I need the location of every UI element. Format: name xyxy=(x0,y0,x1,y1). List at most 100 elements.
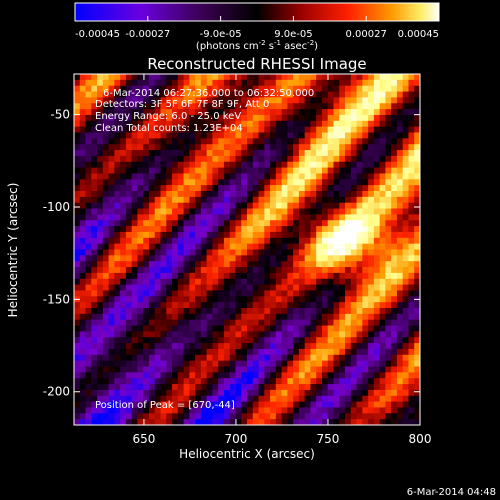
heatmap-cell xyxy=(143,302,150,309)
heatmap-cell xyxy=(270,126,277,134)
heatmap-cell xyxy=(223,167,231,175)
heatmap-cell xyxy=(316,308,323,315)
heatmap-cell xyxy=(131,261,139,268)
heatmap-cell xyxy=(396,120,404,128)
heatmap-cell xyxy=(143,220,150,227)
heatmap-cell xyxy=(183,185,190,192)
heatmap-cell xyxy=(362,185,369,192)
heatmap-cell xyxy=(235,237,242,245)
heatmap-cell xyxy=(241,384,248,391)
heatmap-cell xyxy=(91,378,98,385)
heatmap-cell xyxy=(408,97,415,104)
heatmap-cell xyxy=(339,179,346,186)
heatmap-cell xyxy=(97,214,104,221)
heatmap-cell xyxy=(304,249,312,256)
heatmap-cell xyxy=(270,278,277,286)
heatmap-cell xyxy=(97,337,104,344)
heatmap-cell xyxy=(137,167,144,175)
heatmap-cell xyxy=(316,138,323,145)
heatmap-cell xyxy=(137,109,144,116)
heatmap-cell xyxy=(97,296,104,303)
heatmap-cell xyxy=(391,302,398,309)
heatmap-cell xyxy=(91,272,98,280)
heatmap-cell xyxy=(143,296,150,303)
heatmap-cell xyxy=(131,249,139,256)
heatmap-cell xyxy=(183,103,190,110)
heatmap-cell xyxy=(160,319,167,327)
heatmap-cell xyxy=(414,378,420,385)
heatmap-cell xyxy=(120,114,127,122)
heatmap-cell xyxy=(183,354,190,362)
heatmap-cell xyxy=(264,395,271,403)
heatmap-cell xyxy=(252,132,260,139)
heatmap-cell xyxy=(114,237,121,245)
heatmap-cell xyxy=(339,85,346,93)
heatmap-cell xyxy=(402,85,410,93)
heatmap-cell xyxy=(172,132,179,139)
heatmap-cell xyxy=(402,267,410,274)
heatmap-cell xyxy=(333,109,340,116)
heatmap-cell xyxy=(195,144,202,151)
heatmap-cell xyxy=(350,226,358,233)
heatmap-cell xyxy=(310,249,317,256)
heatmap-cell xyxy=(125,360,133,368)
heatmap-cell xyxy=(172,138,179,145)
heatmap-cell xyxy=(235,407,242,414)
heatmap-cell xyxy=(143,243,150,251)
heatmap-cell xyxy=(396,109,404,116)
heatmap-cell xyxy=(200,331,208,338)
heatmap-cell xyxy=(177,302,185,309)
heatmap-cell xyxy=(385,150,392,157)
heatmap-cell xyxy=(414,302,420,309)
heatmap-cell xyxy=(402,296,410,303)
heatmap-cell xyxy=(97,74,104,81)
heatmap-cell xyxy=(125,214,133,221)
heatmap-cell xyxy=(148,91,156,98)
heatmap-cell xyxy=(85,237,92,245)
heatmap-cell xyxy=(195,284,202,292)
heatmap-cell xyxy=(414,272,420,280)
heatmap-cell xyxy=(408,313,415,321)
heatmap-cell xyxy=(264,255,271,262)
heatmap-cell xyxy=(125,308,133,315)
heatmap-cell xyxy=(258,384,265,391)
heatmap-cell xyxy=(316,202,323,210)
heatmap-cell xyxy=(356,179,363,186)
heatmap-cell xyxy=(298,313,306,321)
heatmap-cell xyxy=(160,354,167,362)
heatmap-cell xyxy=(166,231,173,239)
heatmap-cell xyxy=(264,97,271,104)
heatmap-cell xyxy=(362,331,369,338)
heatmap-cell xyxy=(373,196,381,204)
heatmap-cell xyxy=(91,413,98,420)
heatmap-cell xyxy=(91,343,98,350)
heatmap-cell xyxy=(333,173,340,180)
heatmap-cell xyxy=(270,85,277,93)
heatmap-cell xyxy=(229,366,237,373)
heatmap-cell xyxy=(396,161,404,169)
heatmap-cell xyxy=(160,378,167,385)
heatmap-cell xyxy=(114,348,121,356)
heatmap-cell xyxy=(200,202,208,210)
heatmap-cell xyxy=(333,138,340,145)
heatmap-cell xyxy=(350,173,358,180)
heatmap-cell xyxy=(391,348,398,356)
heatmap-cell xyxy=(154,214,162,221)
heatmap-cell xyxy=(85,179,92,186)
heatmap-cell xyxy=(114,196,121,204)
heatmap-cell xyxy=(120,360,127,368)
heatmap-cell xyxy=(414,290,420,297)
heatmap-cell xyxy=(166,319,173,327)
heatmap-cell xyxy=(91,103,98,110)
heatmap-cell xyxy=(368,167,375,175)
heatmap-cell xyxy=(148,395,156,403)
heatmap-cell xyxy=(362,220,369,227)
heatmap-cell xyxy=(258,407,265,414)
heatmap-cell xyxy=(252,319,260,327)
heatmap-cell xyxy=(350,337,358,344)
heatmap-cell xyxy=(373,144,381,151)
heatmap-cell xyxy=(223,354,231,362)
heatmap-cell xyxy=(293,284,300,292)
heatmap-cell xyxy=(177,226,185,233)
heatmap-cell xyxy=(166,138,173,145)
